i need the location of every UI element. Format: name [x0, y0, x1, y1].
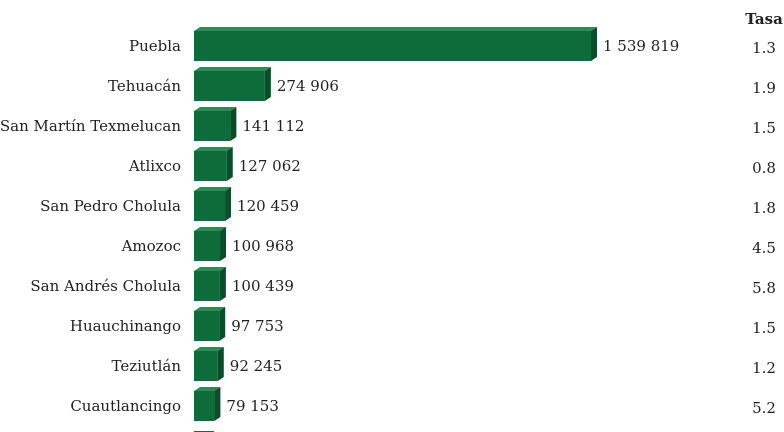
rate-label: 1.8 [752, 199, 776, 217]
rate-label: 1.2 [752, 359, 776, 377]
bar-side [220, 227, 227, 261]
value-label: 100 968 [232, 237, 294, 255]
bar-row-atlixco: Atlixco 127 062 0.8 [128, 147, 776, 181]
bar-row-san-pedro-cholula: San Pedro Cholula 120 459 1.8 [40, 187, 776, 221]
bar [194, 351, 218, 381]
bar-row-puebla: Puebla 1 539 819 1.3 [129, 27, 776, 61]
bar-top [194, 307, 226, 311]
rate-label: 1.9 [752, 79, 776, 97]
bar-row-tehuacan: Tehuacán 274 906 1.9 [108, 67, 776, 101]
bar-row-huauchinango: Huauchinango 97 753 1.5 [70, 307, 776, 341]
rate-label: 4.5 [752, 239, 776, 257]
value-label: 274 906 [277, 77, 339, 95]
category-label: Atlixco [128, 157, 181, 175]
value-label: 79 153 [226, 397, 278, 415]
category-label: San Andrés Cholula [30, 277, 181, 295]
category-label: San Martín Texmelucan [0, 117, 181, 135]
bar-side [214, 387, 221, 421]
bar-side [225, 187, 232, 221]
value-label: 100 439 [232, 277, 294, 295]
value-label: 120 459 [237, 197, 299, 215]
bar-top [194, 67, 271, 71]
bar [194, 231, 221, 261]
bar [194, 391, 215, 421]
bar-row-teziutlan: Teziutlán 92 245 1.2 [111, 347, 776, 381]
rate-label: 1.5 [752, 119, 776, 137]
bar [194, 191, 226, 221]
bar [194, 311, 220, 341]
bar-side [264, 67, 271, 101]
rate-label: 5.2 [752, 399, 776, 417]
bar-row-amozoc: Amozoc 100 968 4.5 [121, 227, 776, 261]
rate-label: 0.8 [752, 159, 776, 177]
bar-top [194, 347, 224, 351]
rate-column-header: Tasa [745, 10, 783, 28]
category-label: Teziutlán [111, 357, 181, 375]
bar-side [226, 147, 233, 181]
category-label: Huauchinango [70, 317, 181, 335]
bar-top [194, 27, 597, 31]
rate-label: 1.3 [752, 39, 776, 57]
category-label: Puebla [129, 37, 181, 55]
bar [194, 151, 227, 181]
bar-row-san-andres-cholula: San Andrés Cholula 100 439 5.8 [30, 267, 776, 301]
value-label: 141 112 [242, 117, 304, 135]
category-label: Tehuacán [108, 77, 181, 95]
bars-group: Puebla 1 539 819 1.3 Tehuacán 274 906 1.9 San … [0, 27, 776, 432]
value-label: 92 245 [230, 357, 283, 375]
bar-row-san-martin-texmelucan: San Martín Texmelucan 141 112 1.5 [0, 107, 776, 141]
value-label: 1 539 819 [603, 37, 679, 55]
rate-label: 1.5 [752, 319, 776, 337]
bar [194, 71, 265, 101]
bar-side [591, 27, 597, 61]
bar-top [194, 227, 227, 231]
bar [194, 111, 231, 141]
value-label: 97 753 [231, 317, 284, 335]
bar [194, 271, 220, 301]
bar [194, 31, 591, 61]
bar-top [194, 267, 226, 271]
bar-side [217, 347, 224, 381]
value-label: 127 062 [239, 157, 301, 175]
bar-top [194, 187, 232, 191]
bar-side [219, 267, 226, 301]
bar-row-cuautlancingo: Cuautlancingo 79 153 5.2 [70, 387, 776, 421]
category-label: Amozoc [121, 237, 181, 255]
bar-side [219, 307, 226, 341]
rate-label: 5.8 [752, 279, 776, 297]
category-label: Cuautlancingo [70, 397, 181, 415]
bar-top [194, 107, 237, 111]
bar-top [194, 387, 221, 391]
bar-side [230, 107, 237, 141]
bar-top [194, 147, 233, 151]
category-label: San Pedro Cholula [40, 197, 181, 215]
